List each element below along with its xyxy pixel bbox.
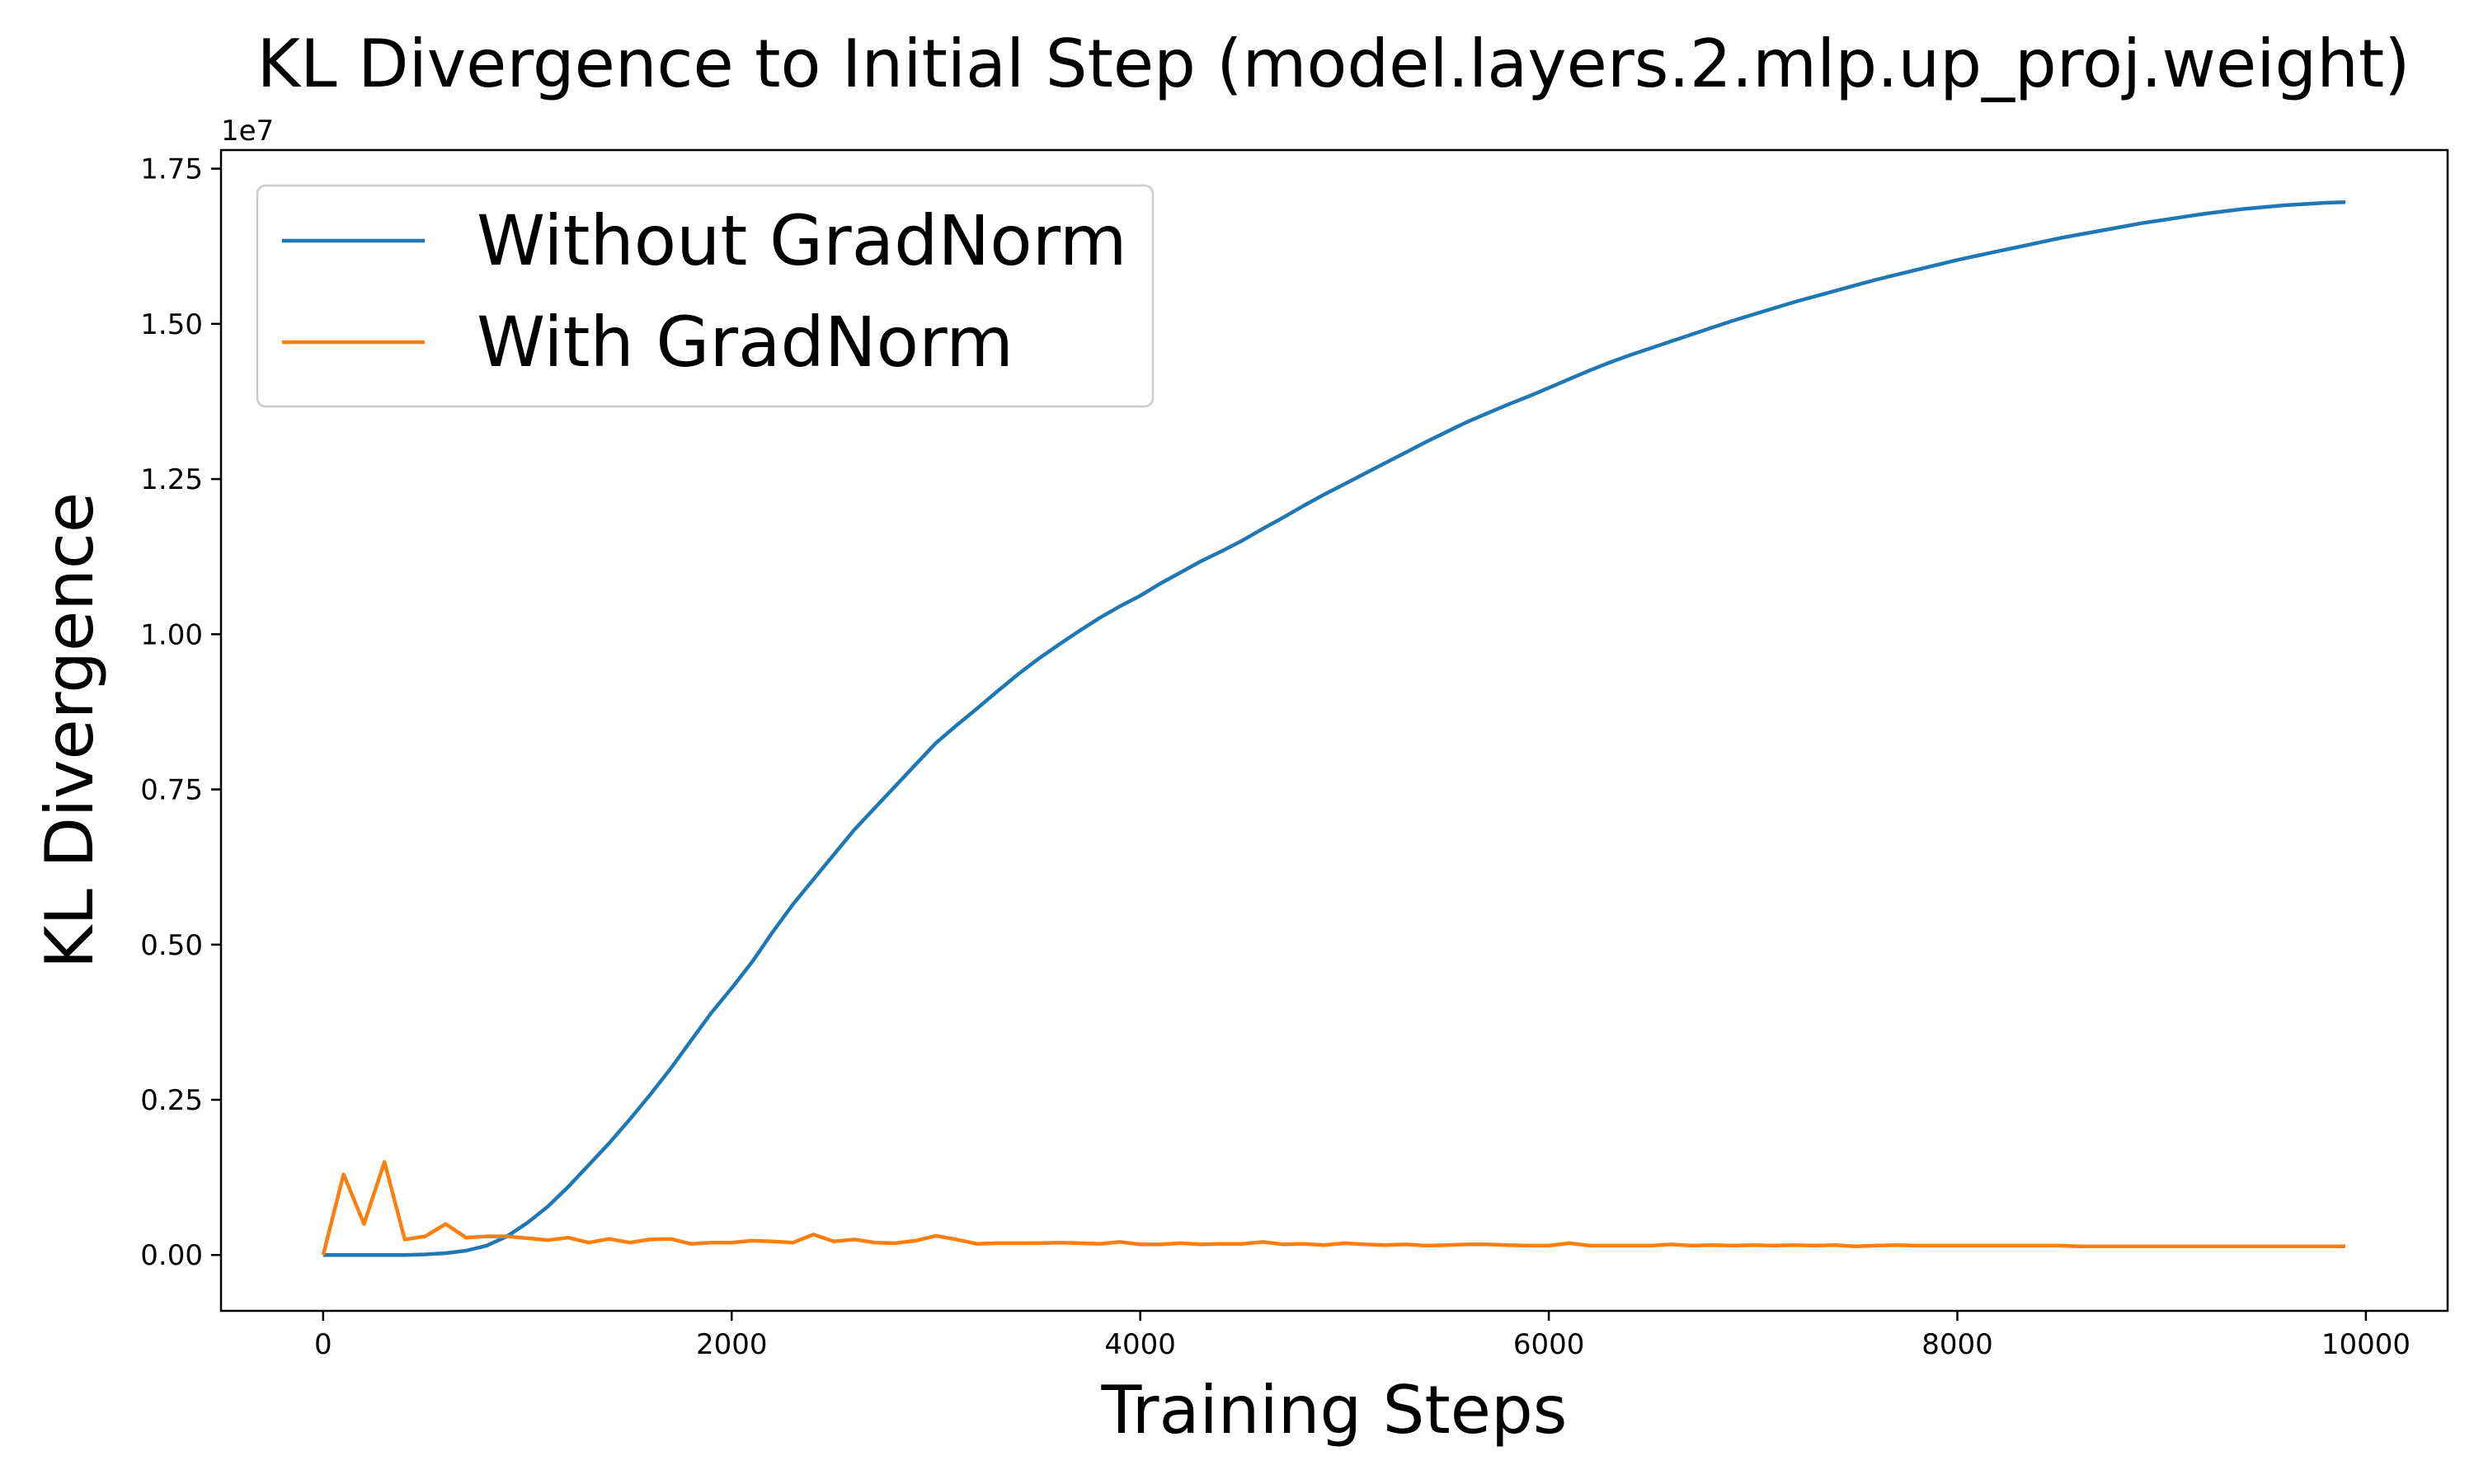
- y-tick-label: 0.00: [140, 1239, 203, 1272]
- series-group: [321, 200, 2346, 1257]
- chart-title: KL Divergence to Initial Step (model.lay…: [257, 26, 2411, 102]
- y-tick-label: 1.50: [140, 308, 203, 341]
- x-axis: 0 2000 4000 6000 8000 10000: [314, 1311, 2411, 1361]
- plot-area: [219, 148, 2449, 1313]
- y-offset-label: 1e7: [221, 115, 274, 148]
- y-tick-label: 0.25: [140, 1084, 203, 1117]
- x-tick-label: 0: [314, 1328, 332, 1361]
- y-tick-label: 1.25: [140, 463, 203, 496]
- x-tick-label: 6000: [1513, 1328, 1585, 1361]
- x-tick-label: 8000: [1921, 1328, 1993, 1361]
- x-tick-label: 2000: [696, 1328, 768, 1361]
- y-tick-label: 1.00: [140, 618, 203, 651]
- legend-label-with-gradnorm: With GradNorm: [477, 302, 1014, 383]
- y-axis-label: KL Divergence: [31, 492, 108, 969]
- axes-frame: [219, 148, 2449, 1313]
- y-tick-label: 1.75: [140, 153, 203, 186]
- x-tick-label: 4000: [1104, 1328, 1176, 1361]
- x-axis-label: Training Steps: [1101, 1372, 1568, 1449]
- y-tick-label: 0.50: [140, 929, 203, 962]
- legend: Without GradNorm With GradNorm: [256, 184, 1155, 408]
- series-line-with-gradnorm: [321, 1160, 2346, 1256]
- series-line-without-gradnorm: [322, 200, 2346, 1257]
- legend-box: [256, 184, 1155, 408]
- x-tick-label: 10000: [2321, 1328, 2411, 1361]
- legend-label-without-gradnorm: Without GradNorm: [477, 200, 1127, 281]
- y-tick-label: 0.75: [140, 774, 203, 807]
- y-axis: 0.00 0.25 0.50 0.75 1.00 1.25 1.50 1.75: [140, 153, 221, 1272]
